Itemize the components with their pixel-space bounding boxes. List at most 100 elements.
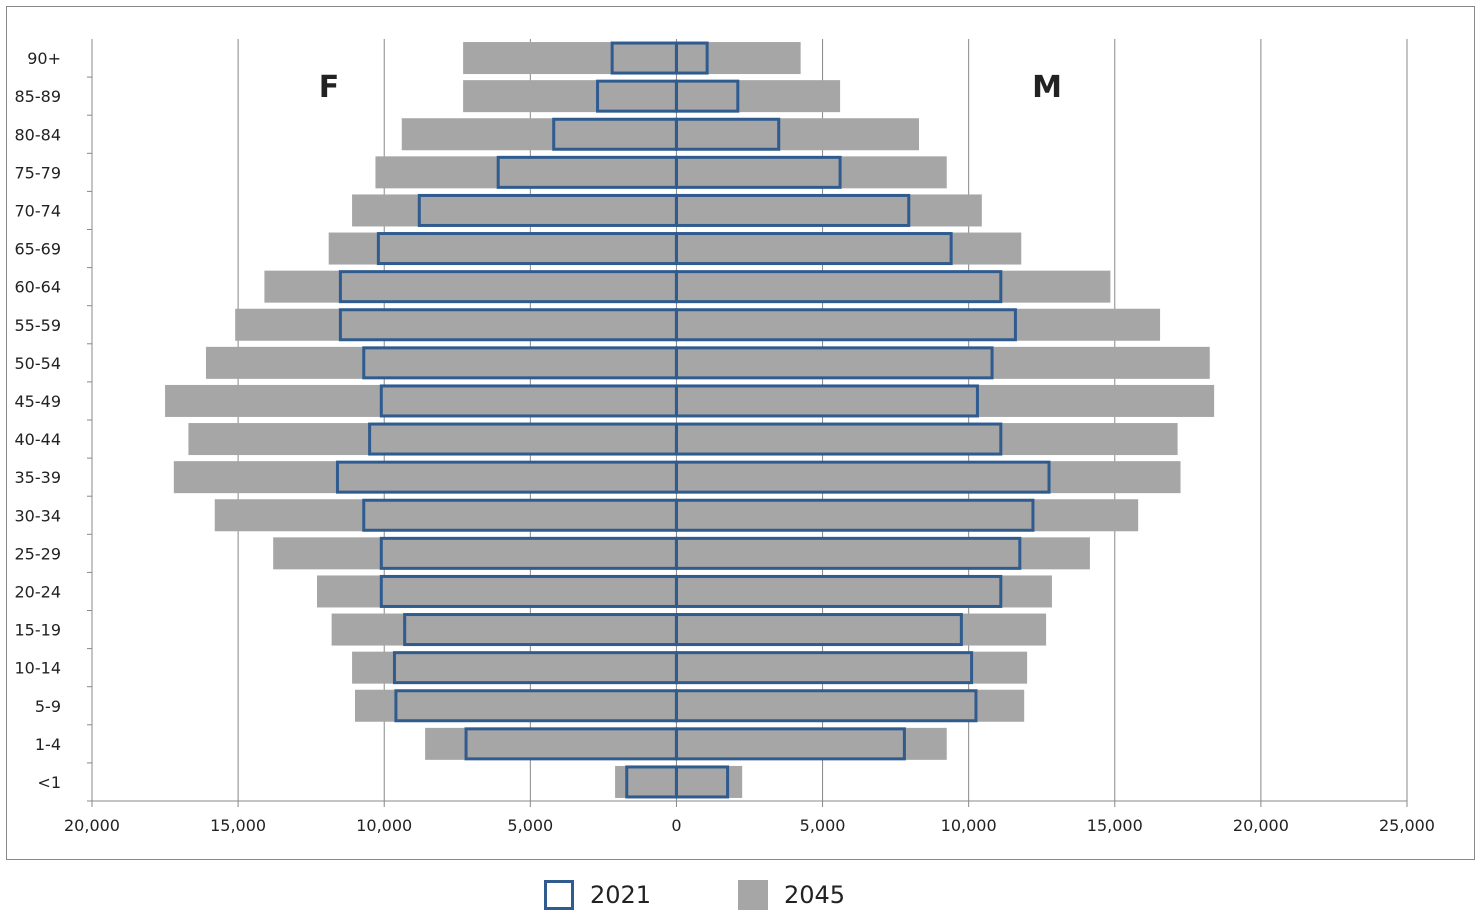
y-tick-label-9: 40-44 xyxy=(15,430,62,449)
x-tick-label-8: 20,000 xyxy=(1233,816,1289,835)
y-tick-label-2: 5-9 xyxy=(35,697,61,716)
y-tick-label-8: 35-39 xyxy=(15,468,62,487)
bar-2021-male-5 xyxy=(674,574,1003,608)
bar-2021-male-18 xyxy=(674,79,740,113)
axes xyxy=(87,39,1408,807)
y-tick-label-12: 55-59 xyxy=(15,316,62,335)
y-tick-label-16: 75-79 xyxy=(15,163,62,182)
bar-2045-female-9 xyxy=(188,423,677,456)
bar-2045-male-19 xyxy=(676,42,801,75)
y-tick-label-5: 20-24 xyxy=(15,582,62,601)
bar-2045-male-7 xyxy=(676,499,1139,532)
bar-2021-male-7 xyxy=(674,498,1035,532)
y-tick-label-19: 90+ xyxy=(27,49,61,68)
bar-2045-female-10 xyxy=(165,384,677,417)
x-tick-label-4: 0 xyxy=(671,816,681,835)
x-tick-label-7: 15,000 xyxy=(1087,816,1143,835)
bar-2021-male-14 xyxy=(674,232,953,266)
y-tick-label-6: 25-29 xyxy=(15,544,62,563)
x-tick-label-9: 25,000 xyxy=(1379,816,1435,835)
bar-2045-male-11 xyxy=(676,346,1210,379)
bar-2045-female-12 xyxy=(235,308,677,341)
y-tick-label-3: 10-14 xyxy=(15,659,62,678)
bar-2021-male-16 xyxy=(674,155,842,189)
bar-2045-male-1 xyxy=(676,727,947,760)
legend: 2021 2045 xyxy=(0,868,1481,913)
y-tick-label-7: 30-34 xyxy=(15,506,62,525)
legend-item-2021: 2021 xyxy=(544,878,651,912)
bar-2045-female-16 xyxy=(375,156,677,189)
bar-2021-male-6 xyxy=(674,536,1022,570)
legend-swatch-2045 xyxy=(738,880,768,910)
bar-2045-female-18 xyxy=(463,80,677,113)
y-tick-label-15: 70-74 xyxy=(15,201,62,220)
bar-2021-male-9 xyxy=(674,422,1003,456)
bar-2045-female-5 xyxy=(317,575,677,608)
x-tick-label-0: 20,000 xyxy=(64,816,120,835)
y-tick-label-14: 65-69 xyxy=(15,240,62,259)
side-label-male: M xyxy=(1032,70,1062,105)
bar-2021-male-11 xyxy=(674,346,994,380)
y-tick-label-17: 80-84 xyxy=(15,125,62,144)
bar-2021-male-10 xyxy=(674,384,979,418)
series-2021-bars xyxy=(335,41,1051,799)
bar-2045-female-8 xyxy=(173,461,677,494)
legend-label-2045: 2045 xyxy=(784,881,846,909)
bar-2045-male-8 xyxy=(676,461,1181,494)
bar-2045-male-16 xyxy=(676,156,947,189)
bar-2045-female-6 xyxy=(273,537,677,570)
population-pyramid-chart: 20,000 15,000 10,000 5,000 0 5,000 10,000 15,00… xyxy=(15,39,1435,835)
x-tick-label-3: 5,000 xyxy=(507,816,553,835)
bar-2021-male-17 xyxy=(674,117,781,151)
axis-labels: 20,000 15,000 10,000 5,000 0 5,000 10,000 15,00… xyxy=(15,49,1435,835)
bar-2021-male-0 xyxy=(674,765,730,799)
legend-item-2045: 2045 xyxy=(738,878,845,912)
bar-2045-female-0 xyxy=(615,765,677,798)
y-tick-label-18: 85-89 xyxy=(15,87,62,106)
bar-2045-female-11 xyxy=(205,346,677,379)
bar-2045-male-13 xyxy=(676,270,1111,303)
y-tick-label-1: 1-4 xyxy=(35,735,61,754)
bar-2045-male-14 xyxy=(676,232,1022,265)
y-tick-label-0: <1 xyxy=(37,773,61,792)
bar-2045-female-2 xyxy=(355,689,677,722)
bar-2045-male-18 xyxy=(676,80,841,113)
bar-2021-male-1 xyxy=(674,727,906,761)
bar-2045-female-15 xyxy=(352,194,677,227)
bar-2021-male-12 xyxy=(674,308,1017,342)
bar-2045-female-17 xyxy=(401,118,677,151)
bar-2045-male-5 xyxy=(676,575,1052,608)
y-tick-label-4: 15-19 xyxy=(15,621,62,640)
y-tick-label-13: 60-64 xyxy=(15,278,62,297)
bar-2045-female-3 xyxy=(352,651,677,684)
bar-2045-male-17 xyxy=(676,118,919,151)
bar-2021-male-2 xyxy=(674,689,978,723)
bar-2045-male-9 xyxy=(676,423,1178,456)
bar-2045-female-19 xyxy=(463,42,677,75)
bar-2045-male-0 xyxy=(676,765,743,798)
x-tick-label-1: 15,000 xyxy=(210,816,266,835)
bar-2045-female-1 xyxy=(425,727,677,760)
bar-2021-male-13 xyxy=(674,270,1003,304)
bar-2045-male-3 xyxy=(676,651,1028,684)
bar-2045-male-15 xyxy=(676,194,982,227)
gridlines xyxy=(237,39,1408,801)
bar-2021-male-4 xyxy=(674,613,963,647)
bar-2045-female-7 xyxy=(214,499,677,532)
legend-label-2021: 2021 xyxy=(590,881,652,909)
bar-2045-male-4 xyxy=(676,613,1047,646)
bar-2045-male-10 xyxy=(676,384,1215,417)
legend-swatch-2021 xyxy=(544,880,574,910)
bar-2045-male-12 xyxy=(676,308,1161,341)
x-tick-label-2: 10,000 xyxy=(356,816,412,835)
bar-2045-female-14 xyxy=(328,232,677,265)
side-label-female: F xyxy=(319,70,340,105)
y-tick-label-11: 50-54 xyxy=(15,354,62,373)
bar-2021-male-3 xyxy=(674,651,974,685)
bar-2021-male-8 xyxy=(674,460,1051,494)
x-tick-label-5: 5,000 xyxy=(800,816,846,835)
y-tick-label-10: 45-49 xyxy=(15,392,62,411)
bar-2045-male-6 xyxy=(676,537,1090,570)
series-2045-bars xyxy=(165,42,1215,798)
bar-2021-male-19 xyxy=(674,41,709,75)
